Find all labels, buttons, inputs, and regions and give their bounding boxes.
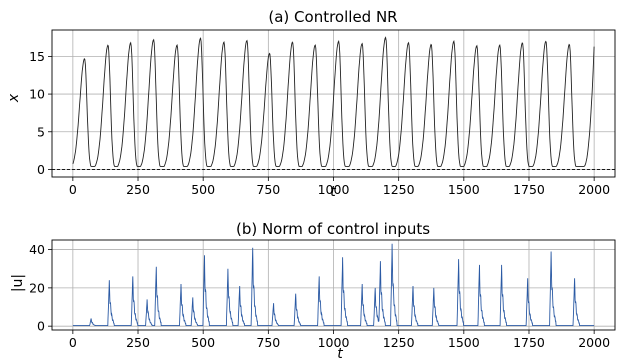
panel-b-xtick-label-250: 250 (126, 335, 150, 350)
panel-b-ytick-label-40: 40 (29, 242, 45, 257)
panel-b-xtick-label-1750: 1750 (513, 335, 545, 350)
panel-b-xtick-label-1000: 1000 (318, 335, 350, 350)
panel-a-series-line (72, 36, 595, 167)
panel-a-xtick-label-2000: 2000 (578, 182, 610, 197)
panel-b-grid (52, 240, 615, 330)
panel-a-ytick-label-15: 15 (29, 49, 45, 64)
panel-a-xtick-label-0: 0 (69, 182, 77, 197)
panel-a-xtick-label-1500: 1500 (448, 182, 480, 197)
panel-a-xtick-label-500: 500 (191, 182, 215, 197)
panel-a-ytick-label-10: 10 (29, 87, 45, 102)
panel-a-ylabel: x (6, 93, 22, 103)
panel-b-xtick-label-1250: 1250 (383, 335, 415, 350)
panel-b-series (72, 243, 595, 327)
panel-b-xtick-label-750: 750 (256, 335, 280, 350)
panel-b-ticks: 0 250 500 750 1000 1250 1500 1750 2000 0 20 40 (29, 242, 610, 350)
panel-a-title: (a) Controlled NR (268, 8, 397, 26)
panel-a-ytick-label-0: 0 (37, 162, 45, 177)
panel-b-series-line (72, 243, 595, 327)
panel-b-ytick-label-20: 20 (29, 280, 45, 295)
panel-a: (a) Controlled NR 0 250 500 750 1000 1250 1500… (6, 8, 616, 200)
panel-a-xtick-label-1000: 1000 (318, 182, 350, 197)
panel-a-xtick-label-250: 250 (126, 182, 150, 197)
panel-a-xtick-label-1750: 1750 (513, 182, 545, 197)
panel-a-xlabel: t (330, 184, 336, 200)
panel-b-xlabel: t (337, 346, 343, 360)
panel-b-ytick-label-0: 0 (37, 319, 45, 334)
panel-b-ylabel: |u| (10, 274, 26, 292)
panel-b: (b) Norm of control inputs 0 250 500 750 100… (10, 220, 616, 360)
panel-a-xtick-label-750: 750 (256, 182, 280, 197)
panel-b-xtick-label-500: 500 (191, 335, 215, 350)
panel-a-ytick-label-5: 5 (37, 124, 45, 139)
panel-b-xtick-label-0: 0 (69, 335, 77, 350)
panel-a-xtick-label-1250: 1250 (383, 182, 415, 197)
panel-b-xtick-label-2000: 2000 (578, 335, 610, 350)
panel-a-ticks: 0 250 500 750 1000 1250 1500 1750 2000 0 5 10 15 (29, 49, 610, 197)
panel-b-xtick-label-1500: 1500 (448, 335, 480, 350)
panel-a-series (72, 36, 595, 167)
panel-b-title: (b) Norm of control inputs (236, 220, 430, 238)
